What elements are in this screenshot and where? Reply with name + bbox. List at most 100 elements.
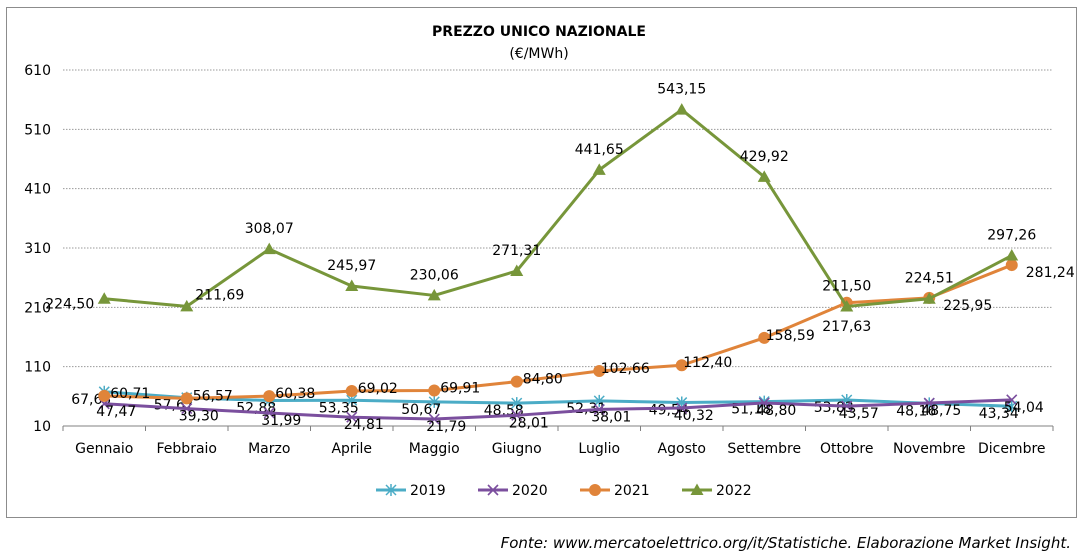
data-point-2020	[923, 397, 935, 409]
data-point-2021	[593, 365, 606, 378]
x-tick-label: Ottobre	[820, 441, 874, 457]
data-point-2021	[675, 359, 688, 372]
data-label-2022: 230,06	[410, 267, 459, 283]
data-point-2019	[511, 397, 523, 410]
data-label-2022: 297,26	[987, 228, 1036, 244]
y-tick-label: 610	[24, 63, 51, 79]
data-label-2022: 429,92	[740, 149, 789, 165]
series-line-2022	[104, 108, 1013, 308]
legend-marker-2020	[487, 484, 499, 496]
data-label-2020: 31,99	[261, 413, 301, 429]
data-label-2021: 60,38	[275, 386, 315, 402]
legend-label-2019: 2019	[410, 483, 446, 499]
data-label-2021: 56,57	[193, 388, 233, 404]
data-label-2021: 60,71	[110, 386, 150, 402]
data-point-2022	[510, 264, 524, 276]
y-tick-label: 10	[33, 419, 51, 435]
x-tick-label: Aprile	[331, 441, 372, 457]
data-label-2020: 43,57	[839, 406, 879, 422]
x-tick-label: Agosto	[658, 441, 706, 457]
data-label-2020: 40,32	[674, 408, 714, 424]
data-point-2022	[922, 292, 936, 304]
line-chart: PREZZO UNICO NAZIONALE (€/MWh) 10110210310…	[24, 24, 1075, 499]
x-tick-label: Febbraio	[157, 441, 217, 457]
data-label-2021: 102,66	[601, 361, 650, 377]
data-point-2020	[181, 403, 193, 415]
data-label-2020: 48,75	[921, 403, 961, 419]
data-label-2021: 225,95	[943, 298, 992, 314]
chart-subtitle: (€/MWh)	[509, 46, 568, 62]
x-tick-label: Gennaio	[75, 441, 133, 457]
data-label-2022: 271,31	[492, 243, 541, 259]
data-point-2021	[428, 384, 441, 397]
data-point-2020	[593, 403, 605, 415]
data-point-2021	[98, 389, 111, 402]
data-label-2022: 543,15	[657, 82, 706, 98]
series-line-2020	[104, 398, 1012, 421]
data-point-2022	[757, 170, 771, 182]
data-point-2021	[1005, 259, 1018, 272]
data-point-2020	[676, 402, 688, 414]
data-point-2022	[262, 242, 276, 255]
data-label-2019: 53,35	[319, 400, 359, 416]
x-tick-label: Luglio	[578, 441, 620, 457]
data-point-2020	[511, 409, 523, 421]
data-point-2022	[592, 163, 606, 175]
chart-title: PREZZO UNICO NAZIONALE	[432, 24, 646, 40]
data-label-2021: 281,24	[1026, 265, 1075, 281]
x-tick-label: Settembre	[727, 441, 801, 457]
data-point-2019	[593, 394, 605, 407]
data-label-2020: 24,81	[344, 417, 384, 433]
data-point-2022	[345, 279, 359, 291]
x-tick-label: Marzo	[248, 441, 290, 457]
data-label-2022: 245,97	[327, 258, 376, 274]
legend-marker-2019	[385, 484, 397, 496]
data-label-2021: 69,91	[440, 380, 480, 396]
data-point-2022	[97, 292, 111, 304]
data-label-2020: 39,30	[179, 409, 219, 425]
y-tick-label: 210	[24, 300, 51, 316]
data-label-2022: 224,51	[905, 271, 954, 287]
legend-marker-2021	[589, 484, 601, 496]
data-point-2021	[345, 384, 358, 397]
x-tick-label: Dicembre	[978, 441, 1046, 457]
data-label-2019: 43,34	[979, 406, 1019, 422]
data-point-2020	[758, 397, 770, 409]
data-point-2021	[263, 390, 276, 403]
data-label-2020: 28,01	[509, 415, 549, 431]
data-point-2022	[427, 288, 441, 301]
y-tick-label: 310	[24, 241, 51, 257]
y-tick-label: 410	[24, 182, 51, 198]
data-label-2020: 21,79	[426, 419, 466, 435]
x-tick-label: Novembre	[893, 441, 966, 457]
legend-marker-2022	[690, 483, 704, 495]
data-label-2019: 48,16	[896, 403, 936, 419]
data-point-2022	[1005, 249, 1019, 261]
data-label-2021: 69,02	[358, 381, 398, 397]
legend-label-2020: 2020	[512, 483, 548, 499]
data-label-2022: 211,69	[195, 287, 244, 303]
legend-label-2021: 2021	[614, 483, 650, 499]
data-label-2021: 217,63	[822, 319, 871, 335]
series-line-2021	[104, 263, 1013, 400]
data-point-2021	[758, 331, 771, 344]
data-label-2022: 308,07	[245, 221, 294, 237]
data-label-2020: 38,01	[591, 409, 631, 425]
data-point-2020	[263, 407, 275, 419]
data-point-2020	[841, 400, 853, 412]
data-point-2021	[510, 375, 523, 388]
data-point-2022	[840, 299, 854, 312]
data-label-2022: 441,65	[575, 142, 624, 158]
data-point-2021	[180, 392, 193, 405]
data-label-2020: 47,47	[96, 404, 136, 420]
data-label-2020: 48,80	[756, 403, 796, 419]
y-tick-label: 510	[24, 122, 51, 138]
data-label-2021: 84,80	[523, 372, 563, 388]
data-label-2019: 49,54	[649, 403, 689, 419]
data-label-2020: 54,04	[1004, 400, 1044, 416]
x-tick-label: Maggio	[409, 441, 460, 457]
data-label-2022: 224,50	[45, 297, 94, 313]
data-label-2021: 158,59	[766, 328, 815, 344]
data-point-2020	[346, 411, 358, 423]
x-tick-label: Giugno	[492, 441, 542, 457]
